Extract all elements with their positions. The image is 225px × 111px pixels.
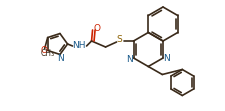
Text: N: N bbox=[126, 56, 133, 64]
Text: O: O bbox=[40, 46, 47, 55]
Text: NH: NH bbox=[72, 42, 85, 51]
Text: CH₃: CH₃ bbox=[40, 49, 55, 58]
Text: S: S bbox=[117, 36, 122, 45]
Text: N: N bbox=[164, 54, 170, 62]
Text: O: O bbox=[93, 25, 100, 34]
Text: N: N bbox=[58, 54, 64, 63]
